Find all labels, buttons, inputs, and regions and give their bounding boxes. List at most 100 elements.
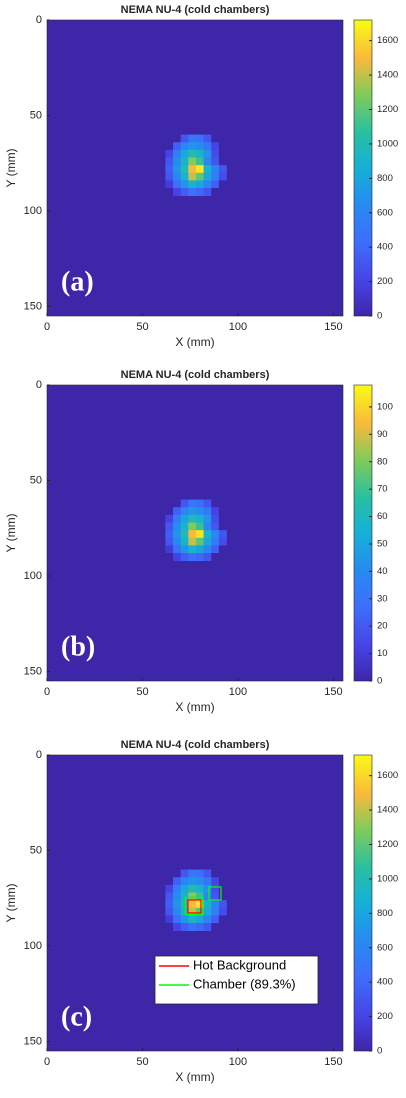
heatmap-cell (195, 142, 204, 151)
heatmap-cell (180, 188, 189, 196)
heatmap-cell (211, 877, 220, 886)
heatmap-cell (173, 907, 181, 916)
colorbar-tick-label: 600 (377, 207, 393, 218)
heatmap-cell (173, 530, 181, 539)
heatmap-cell (211, 892, 220, 901)
heatmap-cell (203, 157, 212, 166)
heatmap-cell (173, 869, 181, 878)
x-tick-label: 50 (136, 321, 148, 333)
colorbar-tick-label: 20 (377, 621, 388, 632)
heatmap-cell (188, 134, 197, 143)
colorbar-tick-label: 1000 (377, 873, 398, 884)
y-axis-label: Y (mm) (4, 148, 18, 187)
heatmap-cell (195, 530, 204, 539)
legend-box (154, 955, 319, 1005)
heatmap-cell (211, 499, 220, 508)
heatmap-cell (173, 892, 181, 901)
heatmap-cell (180, 142, 189, 151)
heatmap-cell (218, 142, 227, 151)
heatmap-cell (218, 900, 227, 909)
heatmap-cell (203, 553, 212, 561)
heatmap-cell (165, 522, 174, 531)
heatmap-cell (188, 180, 197, 189)
heatmap-cell (211, 142, 220, 151)
colorbar-tick-label: 90 (377, 429, 388, 440)
colorbar-tick-label: 1200 (377, 104, 398, 115)
colorbar-tick-label: 1200 (377, 839, 398, 850)
y-tick-label: 50 (30, 844, 42, 856)
heatmap-cell (218, 172, 227, 181)
heatmap-cell (203, 884, 212, 893)
heatmap-cell (211, 530, 220, 539)
colorbar-tick-label: 1400 (377, 805, 398, 816)
colorbar-tick-label: 800 (377, 173, 393, 184)
heatmap-cell (165, 869, 174, 878)
colorbar-tick-label: 10 (377, 648, 388, 659)
heatmap-cell (211, 165, 220, 174)
heatmap-cell (195, 514, 204, 523)
heatmap-cell (211, 907, 220, 916)
chart-title: NEMA NU-4 (cold chambers) (121, 739, 270, 751)
heatmap-cell (180, 514, 189, 523)
heatmap-cell (188, 923, 197, 931)
heatmap-cell (195, 553, 204, 561)
heatmap-cell (173, 884, 181, 893)
colorbar-tick-label: 0 (377, 1046, 382, 1057)
heatmap-cell (165, 507, 174, 516)
heatmap-cell (165, 499, 174, 508)
heatmap-cell (165, 142, 174, 151)
colorbar-tick-label: 200 (377, 276, 393, 287)
heatmap-cell (188, 530, 197, 539)
colorbar-tick-label: 0 (377, 311, 382, 322)
heatmap-cell (165, 877, 174, 886)
axes-box (46, 19, 344, 317)
heatmap-cell (203, 180, 212, 189)
heatmap-cell (218, 180, 227, 189)
colorbar-tick-label: 800 (377, 908, 393, 919)
heatmap-cell (195, 537, 204, 546)
heatmap-cell (180, 172, 189, 181)
heatmap-cell (203, 530, 212, 539)
y-tick-label: 50 (30, 474, 42, 486)
heatmap-cell (173, 514, 181, 523)
heatmap-cell (180, 553, 189, 561)
colorbar (353, 384, 373, 682)
heatmap-cell (188, 907, 197, 916)
heatmap-cell (180, 884, 189, 893)
heatmap-cell (203, 545, 212, 554)
axes-box (46, 754, 344, 1052)
x-axis-label: X (mm) (175, 700, 214, 714)
heatmap-cell (195, 188, 204, 196)
heatmap-cell (165, 537, 174, 546)
heatmap-cell (180, 149, 189, 158)
heatmap-cell (203, 134, 212, 143)
colorbar-tick-label: 1400 (377, 70, 398, 81)
heatmap-cell (195, 134, 204, 143)
heatmap-cell (211, 157, 220, 166)
heatmap-cell (165, 545, 174, 554)
legend-label: Chamber (89.3%) (193, 976, 296, 991)
colorbar-tick-label: 40 (377, 566, 388, 577)
y-tick-label: 150 (24, 1035, 42, 1047)
heatmap-cell (173, 499, 181, 508)
heatmap-cell (188, 157, 197, 166)
heatmap-cell (218, 157, 227, 166)
heatmap-cell (218, 877, 227, 886)
colorbar (353, 754, 373, 1052)
heatmap-cell (188, 892, 197, 901)
heatmap-cell (165, 907, 174, 916)
heatmap-cell (203, 537, 212, 546)
heatmap-cell (203, 142, 212, 151)
panel-label: (b) (61, 631, 95, 662)
heatmap-cell (180, 499, 189, 508)
heatmap-cell (203, 522, 212, 531)
colorbar-tick-label: 70 (377, 484, 388, 495)
x-tick-label: 150 (324, 686, 342, 698)
x-tick-label: 100 (229, 1056, 247, 1068)
heatmap-cell (218, 537, 227, 546)
heatmap-cell (211, 869, 220, 878)
colorbar-tick-label: 30 (377, 593, 388, 604)
heatmap-cell (188, 499, 197, 508)
heatmap-cell (173, 923, 181, 931)
